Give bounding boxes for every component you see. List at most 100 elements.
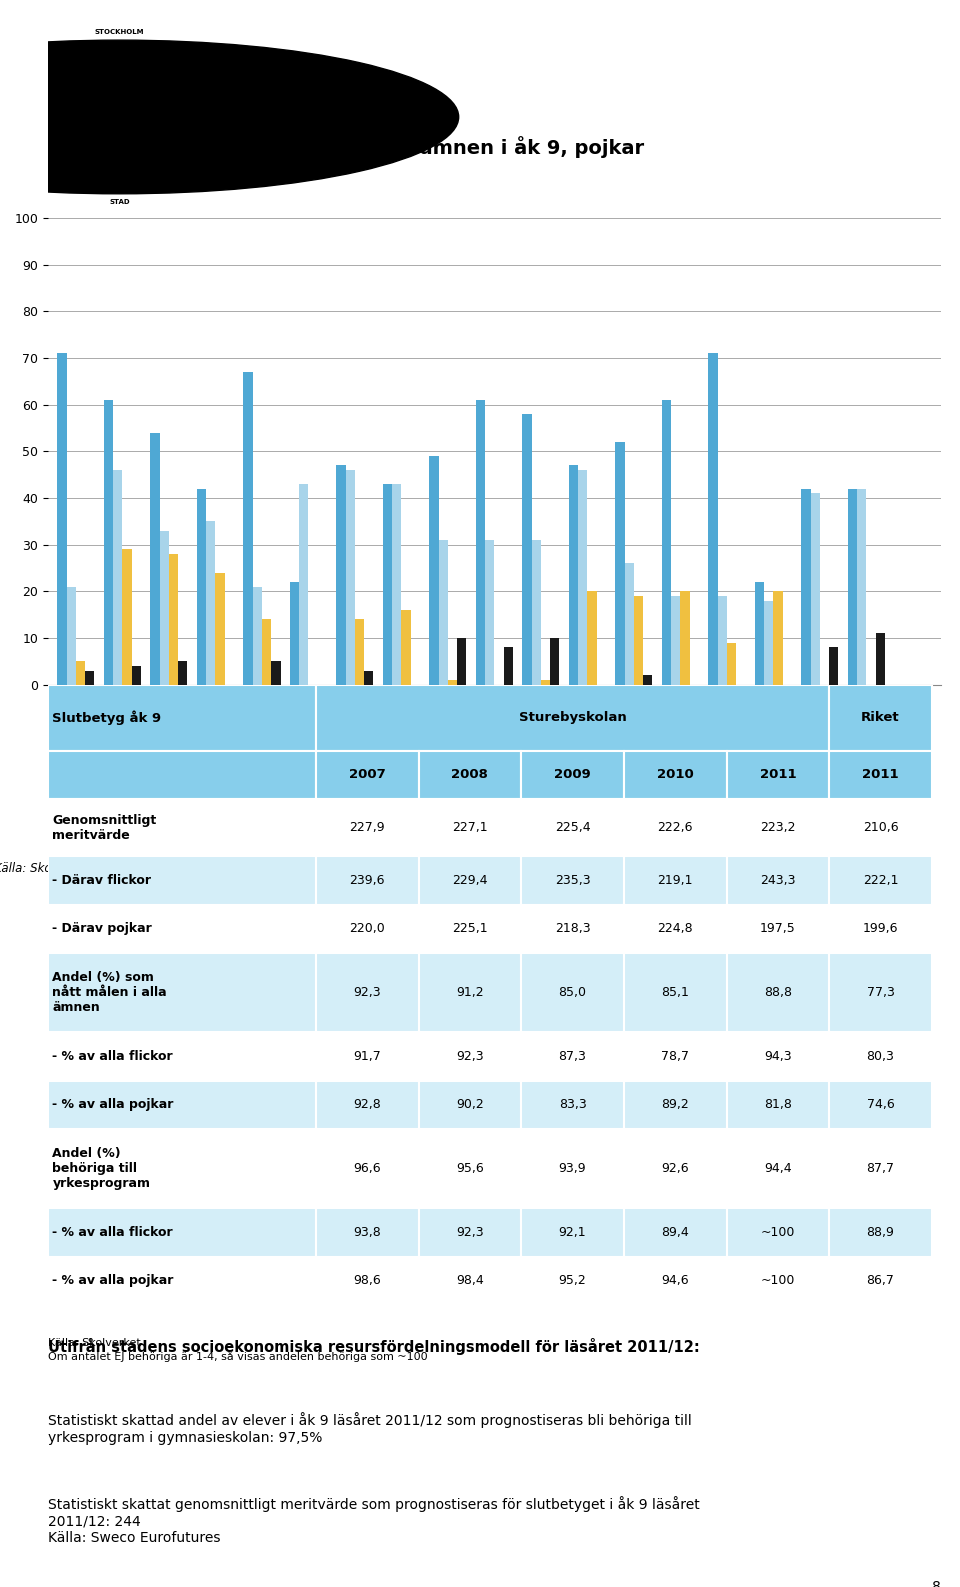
FancyBboxPatch shape [727,751,829,800]
Text: 227,9: 227,9 [349,820,385,835]
Text: 8: 8 [932,1581,941,1587]
FancyBboxPatch shape [727,1208,829,1257]
Bar [457,638,467,684]
Bar [661,400,671,684]
Bar [755,582,764,684]
Text: Källa: Skolverket: Källa: Skolverket [0,862,93,874]
FancyBboxPatch shape [829,751,932,800]
Text: 74,6: 74,6 [867,1098,895,1111]
Text: - % av alla flickor: - % av alla flickor [53,1051,173,1063]
Text: ~100: ~100 [760,1227,795,1239]
FancyBboxPatch shape [316,751,419,800]
Text: - Därav flickor: - Därav flickor [53,874,152,887]
Bar [588,592,597,684]
Bar [671,597,681,684]
Text: 94,6: 94,6 [661,1274,689,1287]
FancyBboxPatch shape [316,1081,419,1128]
Text: 218,3: 218,3 [555,922,590,935]
Bar [540,679,550,684]
Bar [58,354,66,684]
Text: 222,1: 222,1 [863,874,899,887]
Bar [774,592,782,684]
FancyBboxPatch shape [419,857,521,905]
FancyBboxPatch shape [521,1128,624,1208]
Text: 92,8: 92,8 [353,1098,381,1111]
Text: 235,3: 235,3 [555,874,590,887]
FancyBboxPatch shape [521,1208,624,1257]
Bar [829,647,838,684]
Text: 227,1: 227,1 [452,820,488,835]
Bar [271,662,280,684]
FancyBboxPatch shape [419,1128,521,1208]
Bar [764,600,774,684]
FancyBboxPatch shape [316,954,419,1032]
Text: 224,8: 224,8 [658,922,693,935]
Bar [717,597,727,684]
Text: Andel (%) som
nått målen i alla
ämnen: Andel (%) som nått målen i alla ämnen [53,971,167,1014]
Text: STOCKHOLM: STOCKHOLM [95,29,144,35]
FancyBboxPatch shape [829,905,932,954]
FancyBboxPatch shape [829,1032,932,1081]
Bar [300,484,308,684]
Text: 87,7: 87,7 [867,1162,895,1176]
Bar [625,563,634,684]
FancyBboxPatch shape [829,800,932,857]
Text: 2007: 2007 [348,768,386,781]
Text: 220,0: 220,0 [349,922,385,935]
FancyBboxPatch shape [48,1081,316,1128]
FancyBboxPatch shape [829,1257,932,1305]
Text: 88,9: 88,9 [867,1227,895,1239]
FancyBboxPatch shape [829,954,932,1032]
FancyBboxPatch shape [624,1257,727,1305]
Text: 219,1: 219,1 [658,874,693,887]
Text: Slutbetyg åk 9: Slutbetyg åk 9 [53,711,161,725]
Text: 2010: 2010 [657,768,693,781]
Bar [179,662,187,684]
FancyBboxPatch shape [316,684,829,751]
Text: ~100: ~100 [760,1274,795,1287]
Text: 92,3: 92,3 [456,1051,484,1063]
Text: 92,6: 92,6 [661,1162,689,1176]
Bar [876,633,885,684]
Bar [522,414,532,684]
Bar [159,530,169,684]
Text: 243,3: 243,3 [760,874,796,887]
Text: 93,8: 93,8 [353,1227,381,1239]
FancyBboxPatch shape [829,1208,932,1257]
Text: 199,6: 199,6 [863,922,899,935]
FancyBboxPatch shape [521,1257,624,1305]
Text: 93,9: 93,9 [559,1162,587,1176]
Text: Utifrån stadens socioekonomiska resursfördelningsmodell för läsåret 2011/12:: Utifrån stadens socioekonomiska resursfö… [48,1338,700,1355]
FancyBboxPatch shape [624,1208,727,1257]
Bar [215,573,225,684]
FancyBboxPatch shape [521,751,624,800]
FancyBboxPatch shape [48,1128,316,1208]
Bar [401,609,411,684]
Bar [634,597,643,684]
Bar [355,619,364,684]
FancyBboxPatch shape [48,905,316,954]
FancyBboxPatch shape [727,1257,829,1305]
Bar [76,662,85,684]
Bar [364,671,373,684]
Text: 92,1: 92,1 [559,1227,587,1239]
FancyBboxPatch shape [419,1032,521,1081]
FancyBboxPatch shape [419,905,521,954]
Text: 89,2: 89,2 [661,1098,689,1111]
Text: - % av alla pojkar: - % av alla pojkar [53,1274,174,1287]
Bar [252,587,262,684]
Bar [122,549,132,684]
Text: Källa: Skolverket
Om antalet EJ behöriga är 1-4, så visas andelen behöriga som ~: Källa: Skolverket Om antalet EJ behöriga… [48,1338,427,1362]
Bar [727,643,736,684]
Text: 239,6: 239,6 [349,874,385,887]
Bar [262,619,271,684]
FancyBboxPatch shape [829,1128,932,1208]
FancyBboxPatch shape [727,1081,829,1128]
FancyBboxPatch shape [48,954,316,1032]
Bar [383,484,392,684]
Bar [448,679,457,684]
Bar [66,587,76,684]
Bar [532,540,540,684]
Bar [708,354,717,684]
Text: 77,3: 77,3 [867,986,895,1000]
